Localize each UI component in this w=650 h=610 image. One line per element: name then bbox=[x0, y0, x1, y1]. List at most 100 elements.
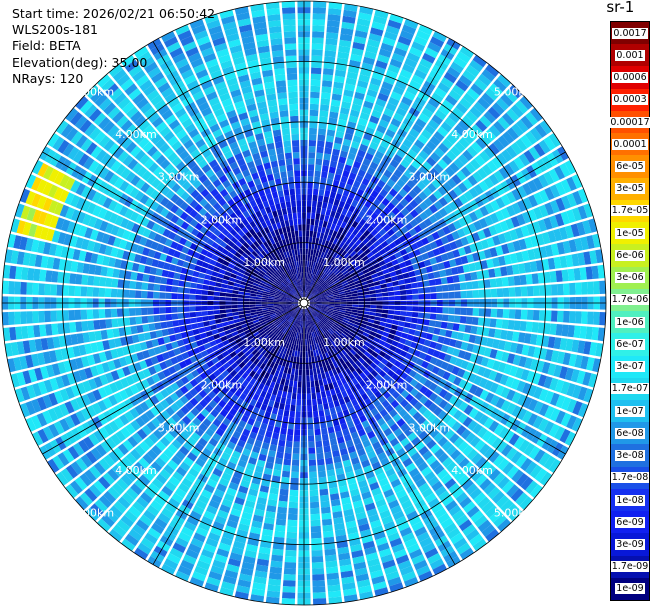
ppi-cell bbox=[226, 487, 237, 497]
ppi-cell bbox=[345, 336, 352, 342]
ppi-cell bbox=[232, 502, 244, 512]
ppi-cell bbox=[383, 521, 396, 531]
ppi-cell bbox=[95, 363, 105, 375]
ppi-cell bbox=[528, 398, 538, 412]
ppi-cell bbox=[278, 331, 284, 338]
ppi-cell bbox=[388, 296, 395, 301]
ppi-cell bbox=[306, 230, 310, 237]
ppi-cell bbox=[320, 292, 327, 296]
ppi-cell bbox=[375, 333, 382, 340]
ppi-cell bbox=[317, 225, 322, 233]
ppi-cell bbox=[533, 346, 542, 359]
ppi-cell bbox=[356, 286, 363, 291]
ppi-cell bbox=[437, 262, 445, 270]
ppi-cell bbox=[234, 445, 244, 454]
ppi-cell bbox=[424, 47, 439, 59]
ppi-cell bbox=[386, 395, 396, 404]
ppi-cell bbox=[288, 380, 294, 387]
ppi-cell bbox=[142, 350, 150, 359]
ppi-cell bbox=[311, 289, 317, 295]
ppi-cell bbox=[105, 319, 113, 329]
ppi-cell bbox=[553, 337, 562, 350]
ppi-cell bbox=[328, 303, 335, 306]
ppi-cell bbox=[256, 367, 263, 375]
ppi-cell bbox=[437, 512, 451, 524]
ppi-cell bbox=[571, 253, 580, 267]
ppi-cell bbox=[436, 292, 443, 299]
ppi-cell bbox=[283, 458, 291, 466]
ppi-cell bbox=[31, 239, 40, 253]
ppi-cell bbox=[448, 291, 455, 299]
ppi-cell bbox=[266, 590, 280, 598]
ppi-cell bbox=[427, 326, 435, 334]
ppi-cell bbox=[248, 488, 259, 497]
ppi-cell bbox=[506, 389, 516, 401]
ppi-cell bbox=[484, 202, 495, 214]
ppi-cell bbox=[268, 310, 275, 314]
ppi-cell bbox=[483, 279, 491, 288]
ppi-cell bbox=[278, 494, 288, 502]
ppi-cell bbox=[208, 571, 223, 581]
ppi-cell bbox=[153, 346, 162, 355]
ppi-cell bbox=[386, 318, 393, 324]
ppi-cell bbox=[396, 274, 404, 280]
ppi-cell bbox=[249, 337, 256, 344]
ppi-cell bbox=[189, 397, 199, 407]
ppi-cell bbox=[216, 413, 225, 423]
ppi-cell bbox=[500, 499, 514, 513]
ppi-cell bbox=[251, 588, 265, 597]
ppi-cell bbox=[310, 525, 321, 533]
ppi-cell bbox=[268, 292, 275, 296]
ppi-cell bbox=[161, 269, 169, 278]
ppi-cell bbox=[179, 430, 190, 441]
ppi-cell bbox=[318, 128, 327, 136]
ppi-cell bbox=[495, 350, 504, 361]
ppi-cell bbox=[405, 245, 413, 254]
ppi-cell bbox=[387, 266, 395, 273]
ppi-cell bbox=[25, 174, 37, 189]
ppi-cell bbox=[532, 177, 544, 191]
ppi-cell bbox=[274, 296, 281, 299]
ppi-cell bbox=[105, 372, 114, 384]
ppi-cell bbox=[585, 326, 593, 340]
ppi-cell bbox=[251, 314, 258, 319]
ppi-cell bbox=[171, 257, 179, 265]
ppi-cell bbox=[462, 524, 476, 537]
ppi-cell bbox=[345, 308, 352, 312]
ppi-cell bbox=[140, 217, 150, 227]
ppi-cell bbox=[196, 560, 211, 571]
ppi-cell bbox=[471, 280, 479, 289]
ppi-cell bbox=[213, 488, 225, 498]
ppi-cell bbox=[160, 277, 168, 285]
ppi-cell bbox=[294, 319, 298, 326]
ppi-cell bbox=[333, 292, 340, 296]
ppi-cell bbox=[345, 344, 352, 351]
ppi-cell bbox=[538, 139, 551, 154]
ppi-cell bbox=[316, 301, 323, 303]
ppi-cell bbox=[329, 160, 338, 168]
ppi-cell bbox=[70, 209, 81, 222]
ppi-cell bbox=[342, 330, 349, 336]
ppi-cell bbox=[457, 119, 470, 132]
ppi-cell bbox=[57, 232, 67, 245]
ppi-cell bbox=[435, 255, 443, 263]
ppi-cell bbox=[128, 308, 136, 316]
ppi-cell bbox=[372, 156, 382, 165]
ppi-cell bbox=[80, 185, 92, 199]
ppi-cell bbox=[325, 312, 332, 316]
ppi-cell bbox=[249, 304, 256, 307]
ppi-cell bbox=[344, 289, 351, 293]
ppi-cell bbox=[283, 568, 296, 575]
ppi-cell bbox=[189, 388, 198, 397]
ppi-cell bbox=[15, 326, 23, 340]
ppi-cell bbox=[408, 189, 418, 199]
ppi-cell bbox=[244, 549, 257, 559]
ppi-cell bbox=[31, 193, 42, 208]
ppi-cell bbox=[320, 177, 327, 185]
ppi-cell bbox=[359, 234, 367, 242]
ppi-cell bbox=[431, 264, 439, 272]
ppi-cell bbox=[528, 194, 538, 208]
ppi-cell bbox=[191, 369, 200, 378]
ppi-cell bbox=[419, 395, 429, 405]
ppi-cell bbox=[367, 167, 376, 176]
